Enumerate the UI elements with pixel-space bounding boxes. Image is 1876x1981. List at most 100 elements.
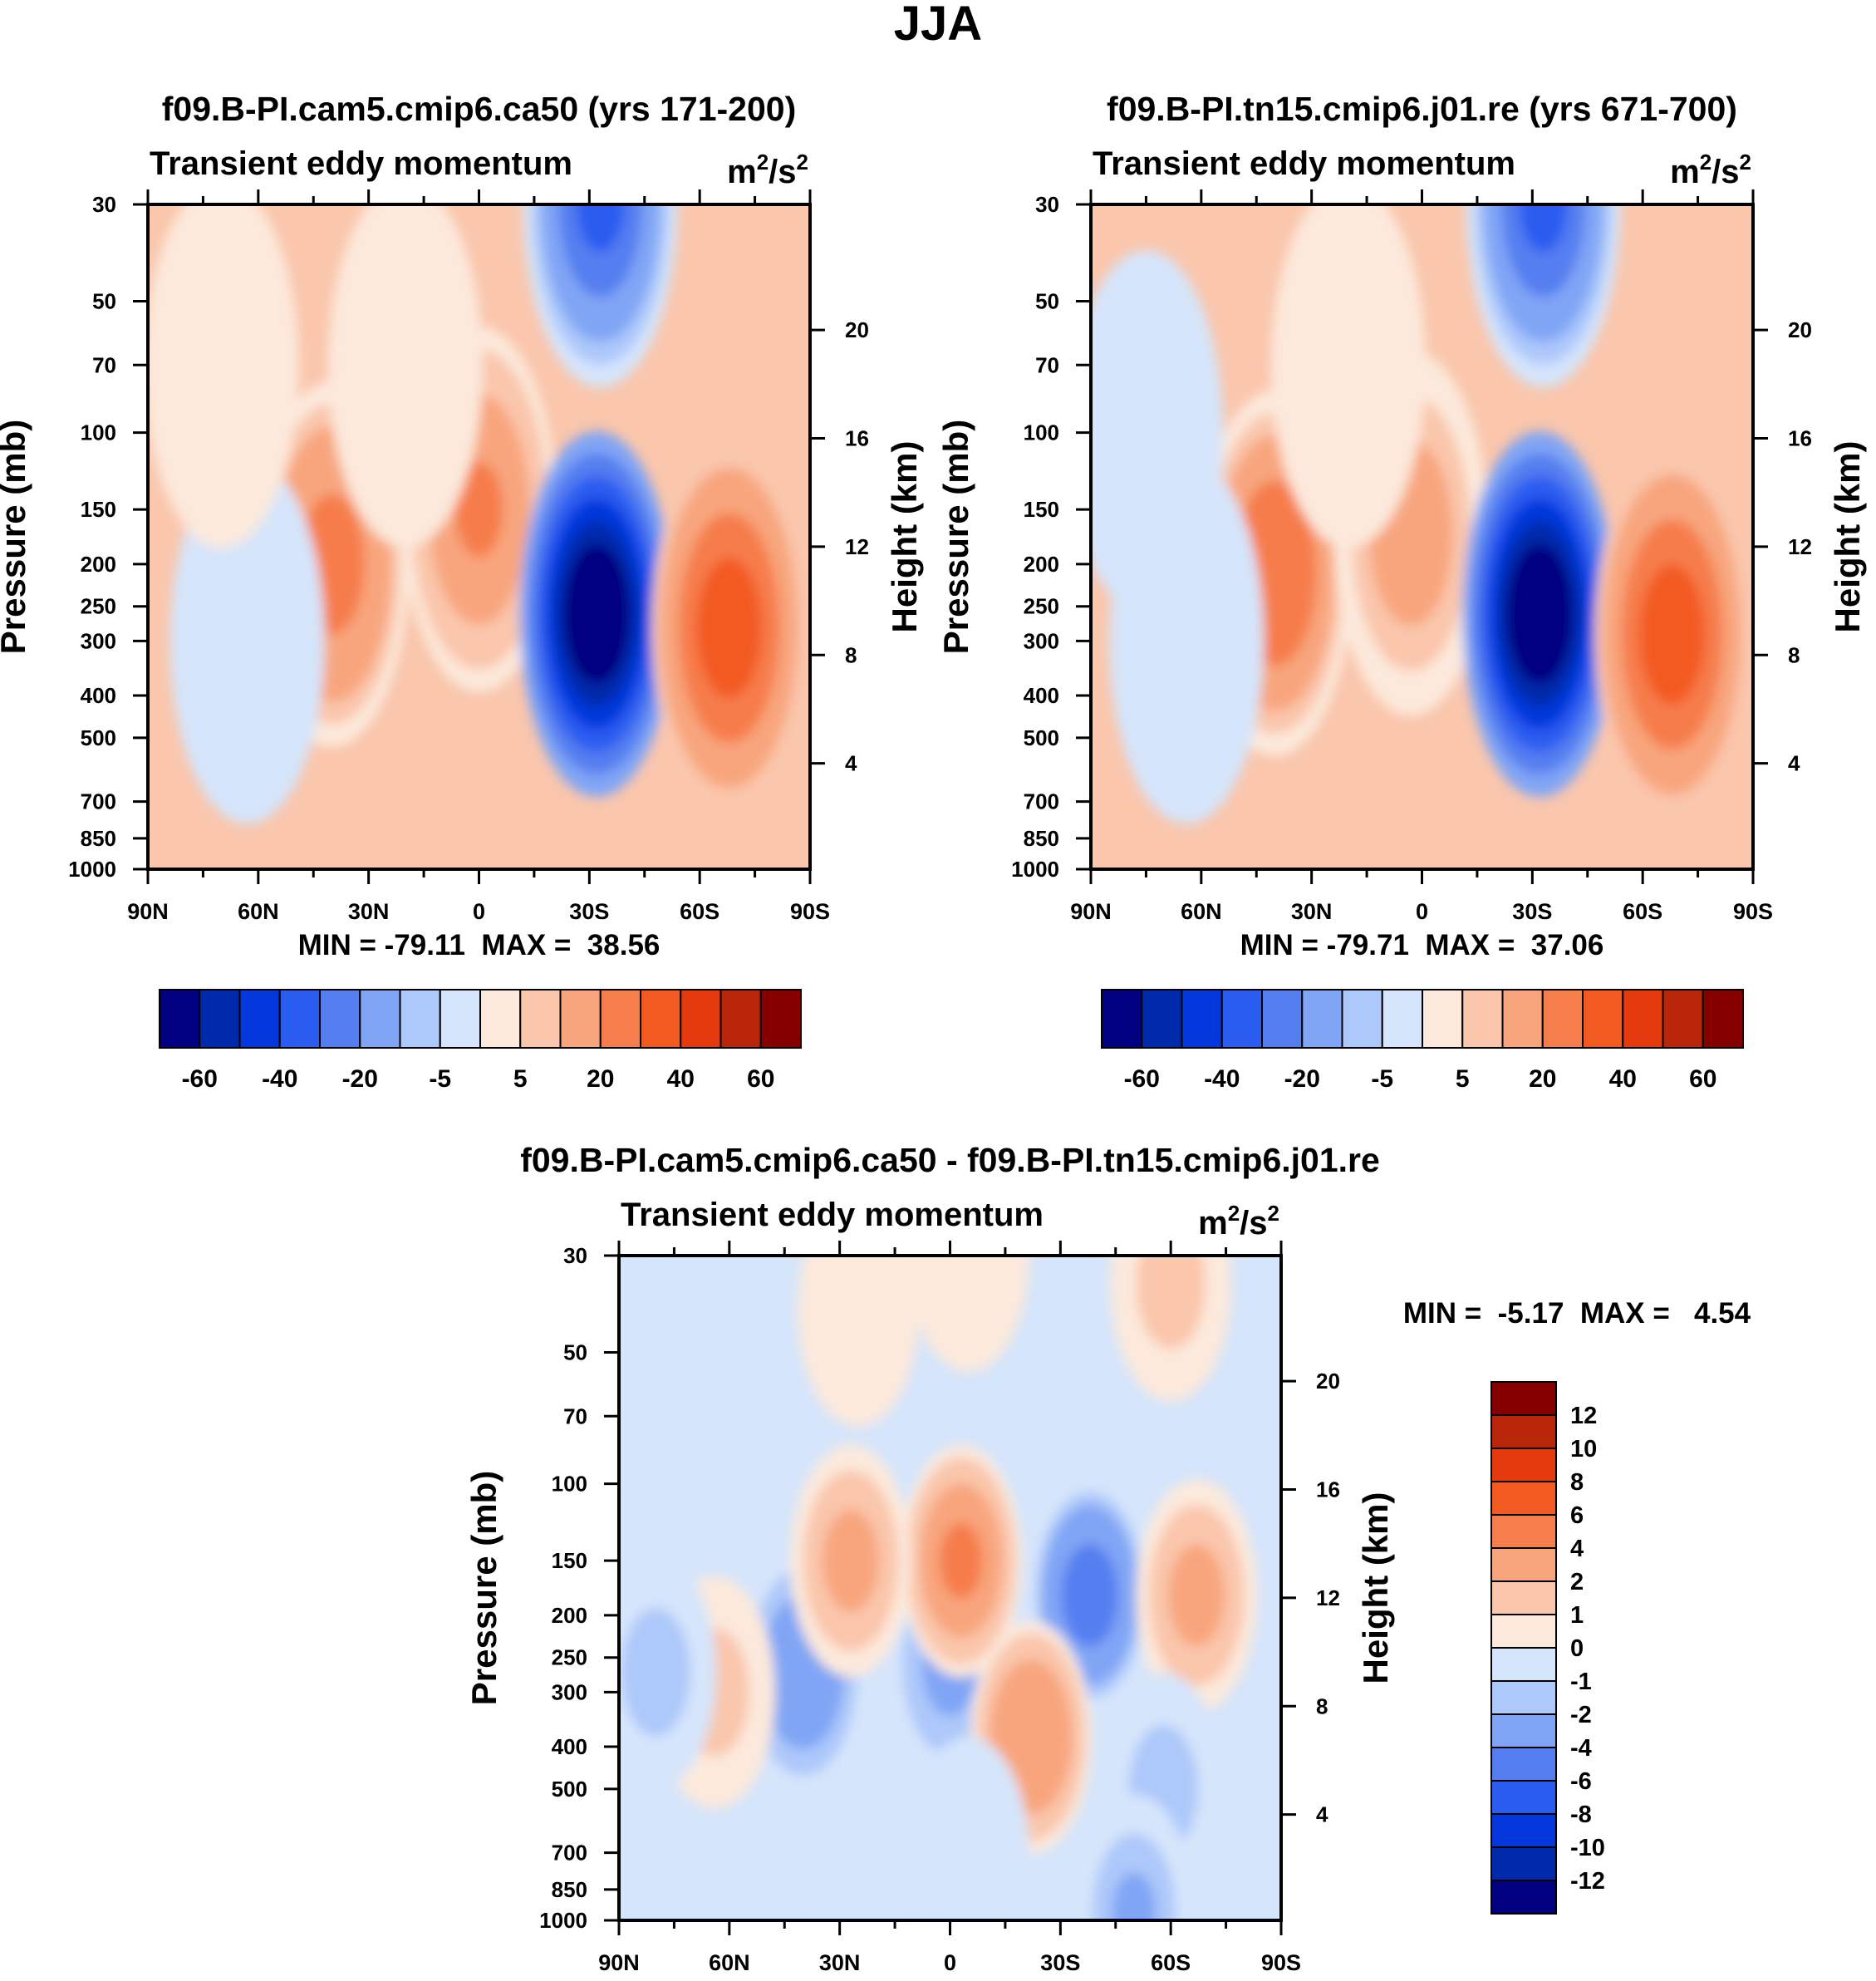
y2-tick-label: 16	[845, 426, 869, 451]
colorbar-label: 1	[1570, 1602, 1584, 1629]
x-tick-label: 60N	[709, 1950, 750, 1975]
units-label: m2/s2	[1670, 150, 1751, 190]
y-tick-label: 850	[552, 1877, 587, 1902]
colorbar-swatch	[1490, 1813, 1557, 1848]
colorbar-label: -4	[1570, 1735, 1592, 1762]
colorbar-swatch	[1422, 989, 1464, 1049]
y-tick-label: 400	[81, 683, 116, 708]
contour-region	[1149, 1256, 1193, 1323]
contour-region	[223, 593, 272, 689]
colorbar-label: -8	[1570, 1802, 1592, 1828]
x-tick-label: 0	[473, 899, 485, 924]
panel-3: f09.B-PI.cam5.cmip6.ca50 - f09.B-PI.tn15…	[464, 1141, 1751, 1975]
y-tick-label: 500	[1024, 725, 1059, 750]
contour-region	[634, 1349, 678, 1425]
contour-region	[705, 580, 754, 676]
colorbar-swatch	[479, 989, 522, 1049]
y-tick-label: 500	[81, 725, 116, 750]
contour-region	[634, 1634, 678, 1710]
y2-tick-label: 4	[1788, 751, 1800, 776]
y2-tick-label: 12	[1788, 534, 1812, 559]
colorbar-swatch	[680, 989, 722, 1049]
y2-tick-label: 12	[1316, 1585, 1340, 1610]
colorbar-swatch	[1490, 1514, 1557, 1549]
y-tick-label: 850	[81, 826, 116, 851]
panel-1: f09.B-PI.cam5.cmip6.ca50 (yrs 171-200) Tr…	[0, 90, 924, 961]
contour-region	[939, 1522, 983, 1599]
colorbar-swatch	[1490, 1580, 1557, 1615]
colorbar-swatch	[1490, 1614, 1557, 1649]
y-axis-label: Pressure (mb)	[0, 420, 32, 654]
x-tick-label: 90N	[598, 1950, 640, 1975]
y2-tick-label: 16	[1788, 426, 1812, 451]
colorbar-swatch	[1490, 1680, 1557, 1715]
colorbar-swatch	[1490, 1713, 1557, 1748]
colorbar-swatch	[759, 989, 802, 1049]
y-tick-label: 200	[1024, 552, 1059, 577]
units-label: m2/s2	[1198, 1201, 1279, 1241]
figure-title: JJA	[894, 0, 982, 51]
y-tick-label: 250	[81, 594, 116, 619]
colorbar-swatch	[399, 989, 441, 1049]
x-tick-label: 0	[1416, 899, 1428, 924]
y-tick-label: 50	[1035, 289, 1059, 314]
colorbar-label: 20	[1529, 1065, 1556, 1093]
colorbar-label: 20	[587, 1065, 614, 1093]
contour-region	[1112, 1872, 1156, 1920]
y-tick-label: 400	[1024, 683, 1059, 708]
x-tick-label: 30S	[569, 899, 609, 924]
contour-region	[572, 566, 621, 661]
contour-region	[1162, 593, 1211, 689]
colorbar-swatch	[1490, 1780, 1557, 1815]
y-tick-label: 100	[81, 420, 116, 445]
y-tick-label: 30	[563, 1243, 587, 1268]
colorbar-label: 4	[1570, 1536, 1584, 1562]
colorbar-swatch	[1662, 989, 1704, 1049]
colorbar-swatch	[278, 989, 321, 1049]
y2-tick-label: 20	[1788, 317, 1812, 342]
colorbar-swatch	[1501, 989, 1544, 1049]
colorbar-swatch	[1622, 989, 1664, 1049]
contour-region	[381, 317, 430, 413]
contour-region	[829, 1522, 872, 1599]
contour-region	[1175, 1557, 1219, 1634]
x-tick-label: 60S	[680, 899, 719, 924]
panel-title: f09.B-PI.cam5.cmip6.ca50 (yrs 171-200)	[162, 90, 797, 128]
y-tick-label: 150	[1024, 497, 1059, 522]
x-tick-label: 90S	[1261, 1950, 1301, 1975]
contour-region	[836, 1862, 880, 1920]
colorbar-label: 6	[1570, 1502, 1584, 1529]
y-tick-label: 200	[552, 1603, 587, 1628]
y-tick-label: 100	[552, 1472, 587, 1497]
x-tick-label: 60S	[1151, 1950, 1191, 1975]
y-tick-label: 300	[552, 1679, 587, 1704]
y2-axis-label: Height (km)	[1828, 441, 1867, 633]
y-tick-label: 150	[552, 1548, 587, 1573]
colorbar-swatch	[1261, 989, 1304, 1049]
colorbar-swatch	[1490, 1414, 1557, 1449]
panel-title: f09.B-PI.tn15.cmip6.j01.re (yrs 671-700)	[1107, 90, 1737, 128]
colorbar-swatch	[1541, 989, 1584, 1049]
x-tick-label: 90S	[790, 899, 830, 924]
y-tick-label: 200	[81, 552, 116, 577]
contour-region	[1122, 385, 1171, 480]
contour-region	[1068, 1557, 1112, 1634]
y-tick-label: 30	[92, 192, 116, 217]
colorbar-swatch	[1490, 1647, 1557, 1682]
contour-region	[1324, 317, 1373, 413]
y-tick-label: 150	[81, 497, 116, 522]
colorbar-swatch	[1490, 1747, 1557, 1782]
contour-region	[1387, 485, 1435, 581]
colorbar-label: -20	[1284, 1065, 1320, 1093]
min-max-stats: MIN = -79.71 MAX = 37.06	[1240, 929, 1604, 961]
colorbar-label: -40	[1204, 1065, 1240, 1093]
colorbar-label: 60	[1689, 1065, 1716, 1093]
colorbar-swatch	[719, 989, 762, 1049]
colorbar-label: 2	[1570, 1569, 1584, 1595]
y-tick-label: 100	[1024, 420, 1059, 445]
colorbar-swatch	[1301, 989, 1343, 1049]
y-tick-label: 700	[552, 1841, 587, 1865]
min-max-stats: MIN = -5.17 MAX = 4.54	[1403, 1297, 1751, 1330]
colorbar-swatch	[1490, 1381, 1557, 1416]
